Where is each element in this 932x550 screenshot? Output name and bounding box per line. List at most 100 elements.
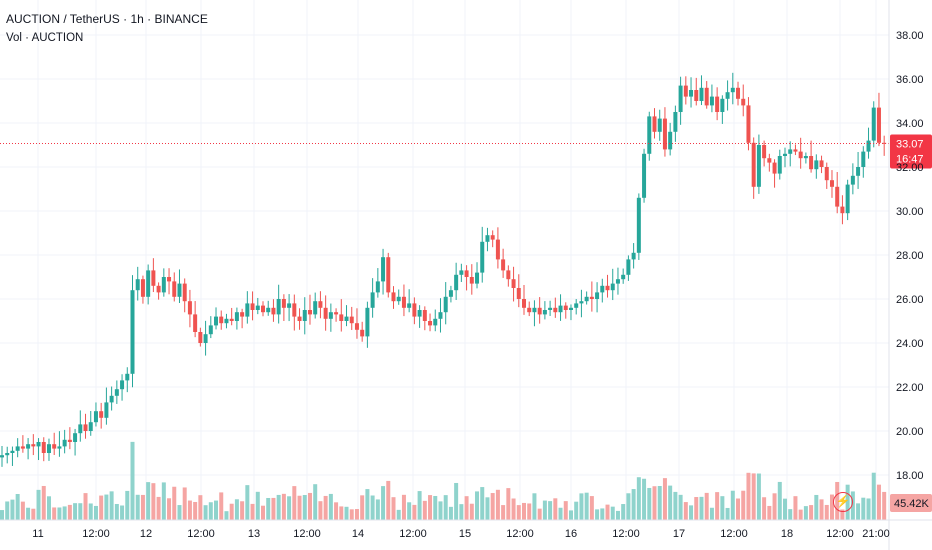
chart-title: AUCTION / TetherUS · 1h · BINANCE [6,12,208,26]
candle [99,402,104,429]
volume-bar [746,472,751,520]
candle-body [381,257,386,282]
candle-body [516,288,521,299]
candle-body [882,142,887,144]
candle [219,310,224,330]
candle [673,105,678,142]
candle-body [652,116,657,132]
volume-bar [88,503,93,520]
candle-body [422,310,427,321]
volume-bar [861,497,866,520]
volume-bar [203,505,208,520]
volume-bar [396,509,401,520]
candle-body [417,310,422,317]
candle-body [715,96,720,112]
candle [208,316,213,339]
volume-bar [360,495,365,520]
candle [568,304,573,321]
candle [334,308,339,322]
candle [187,289,192,328]
volume-legend: Vol · AUCTION [6,32,84,44]
candle-body [302,310,307,321]
candle [182,278,187,313]
candle-body [88,422,93,431]
volume-bar [375,499,380,520]
volume-bar [130,441,135,520]
candle [809,140,814,173]
candle-body [407,303,412,308]
candle [26,438,31,460]
volume-bar [172,486,177,520]
candle [109,386,114,411]
candle [574,299,579,315]
candle [501,248,506,278]
volume-bar [261,505,265,520]
candle-body [36,442,41,447]
volume-bar [694,497,699,520]
candle-body [151,270,156,286]
candle [261,301,265,317]
volume-bar [699,496,704,520]
candle [323,295,328,331]
candle-body [511,279,516,288]
volume-bar [610,506,615,520]
candle [720,95,725,124]
candle [396,289,401,305]
volume-bar [140,494,145,520]
volume-bar [193,501,198,520]
volume-bar [182,487,187,520]
volume-bar [553,498,558,520]
candle [104,387,109,425]
candle-body [861,151,866,167]
candle-body [835,186,840,207]
candle-body [725,92,730,99]
candle [313,292,318,319]
candle-body [360,329,365,337]
volume-bar [104,494,109,520]
candle [615,267,620,295]
candle [652,108,657,139]
y-tick-label: 18.00 [896,470,924,482]
volume-bar [866,498,871,520]
candle [62,429,67,454]
volume-bar [882,491,887,520]
candle-body [777,156,782,174]
volume-bar [302,495,307,520]
candle-body [657,118,662,132]
volume-bar [401,494,406,520]
candle [370,278,375,318]
volume-bar [224,511,229,520]
volume-bar [428,495,433,520]
candle [850,163,855,195]
candle-body [412,303,417,317]
candle [46,438,51,461]
candle [292,294,297,331]
candle [349,306,354,330]
volume-bar [438,501,443,520]
candle [814,154,819,179]
candle [20,435,25,453]
volume-bar [631,489,636,520]
candle-body [720,98,725,112]
candle [229,307,234,326]
candle-body [704,87,709,106]
x-tick-label: 13 [248,528,260,540]
candle [751,137,756,199]
candle [433,309,438,332]
lightning-icon[interactable]: ⚡ [833,492,853,512]
volume-bar [537,508,542,520]
volume-bar [250,503,255,520]
volume-bar [501,505,506,520]
volume-bar [234,499,239,520]
candle-body [334,312,339,315]
y-tick-label: 28.00 [896,250,924,262]
candle [490,230,495,248]
candle-body [485,235,490,242]
candle-body [318,301,323,308]
x-tick-label: 21:00 [862,528,890,540]
candle-body [167,277,172,282]
candle [443,282,448,325]
candle-body [783,153,787,156]
candle-body [234,312,239,321]
